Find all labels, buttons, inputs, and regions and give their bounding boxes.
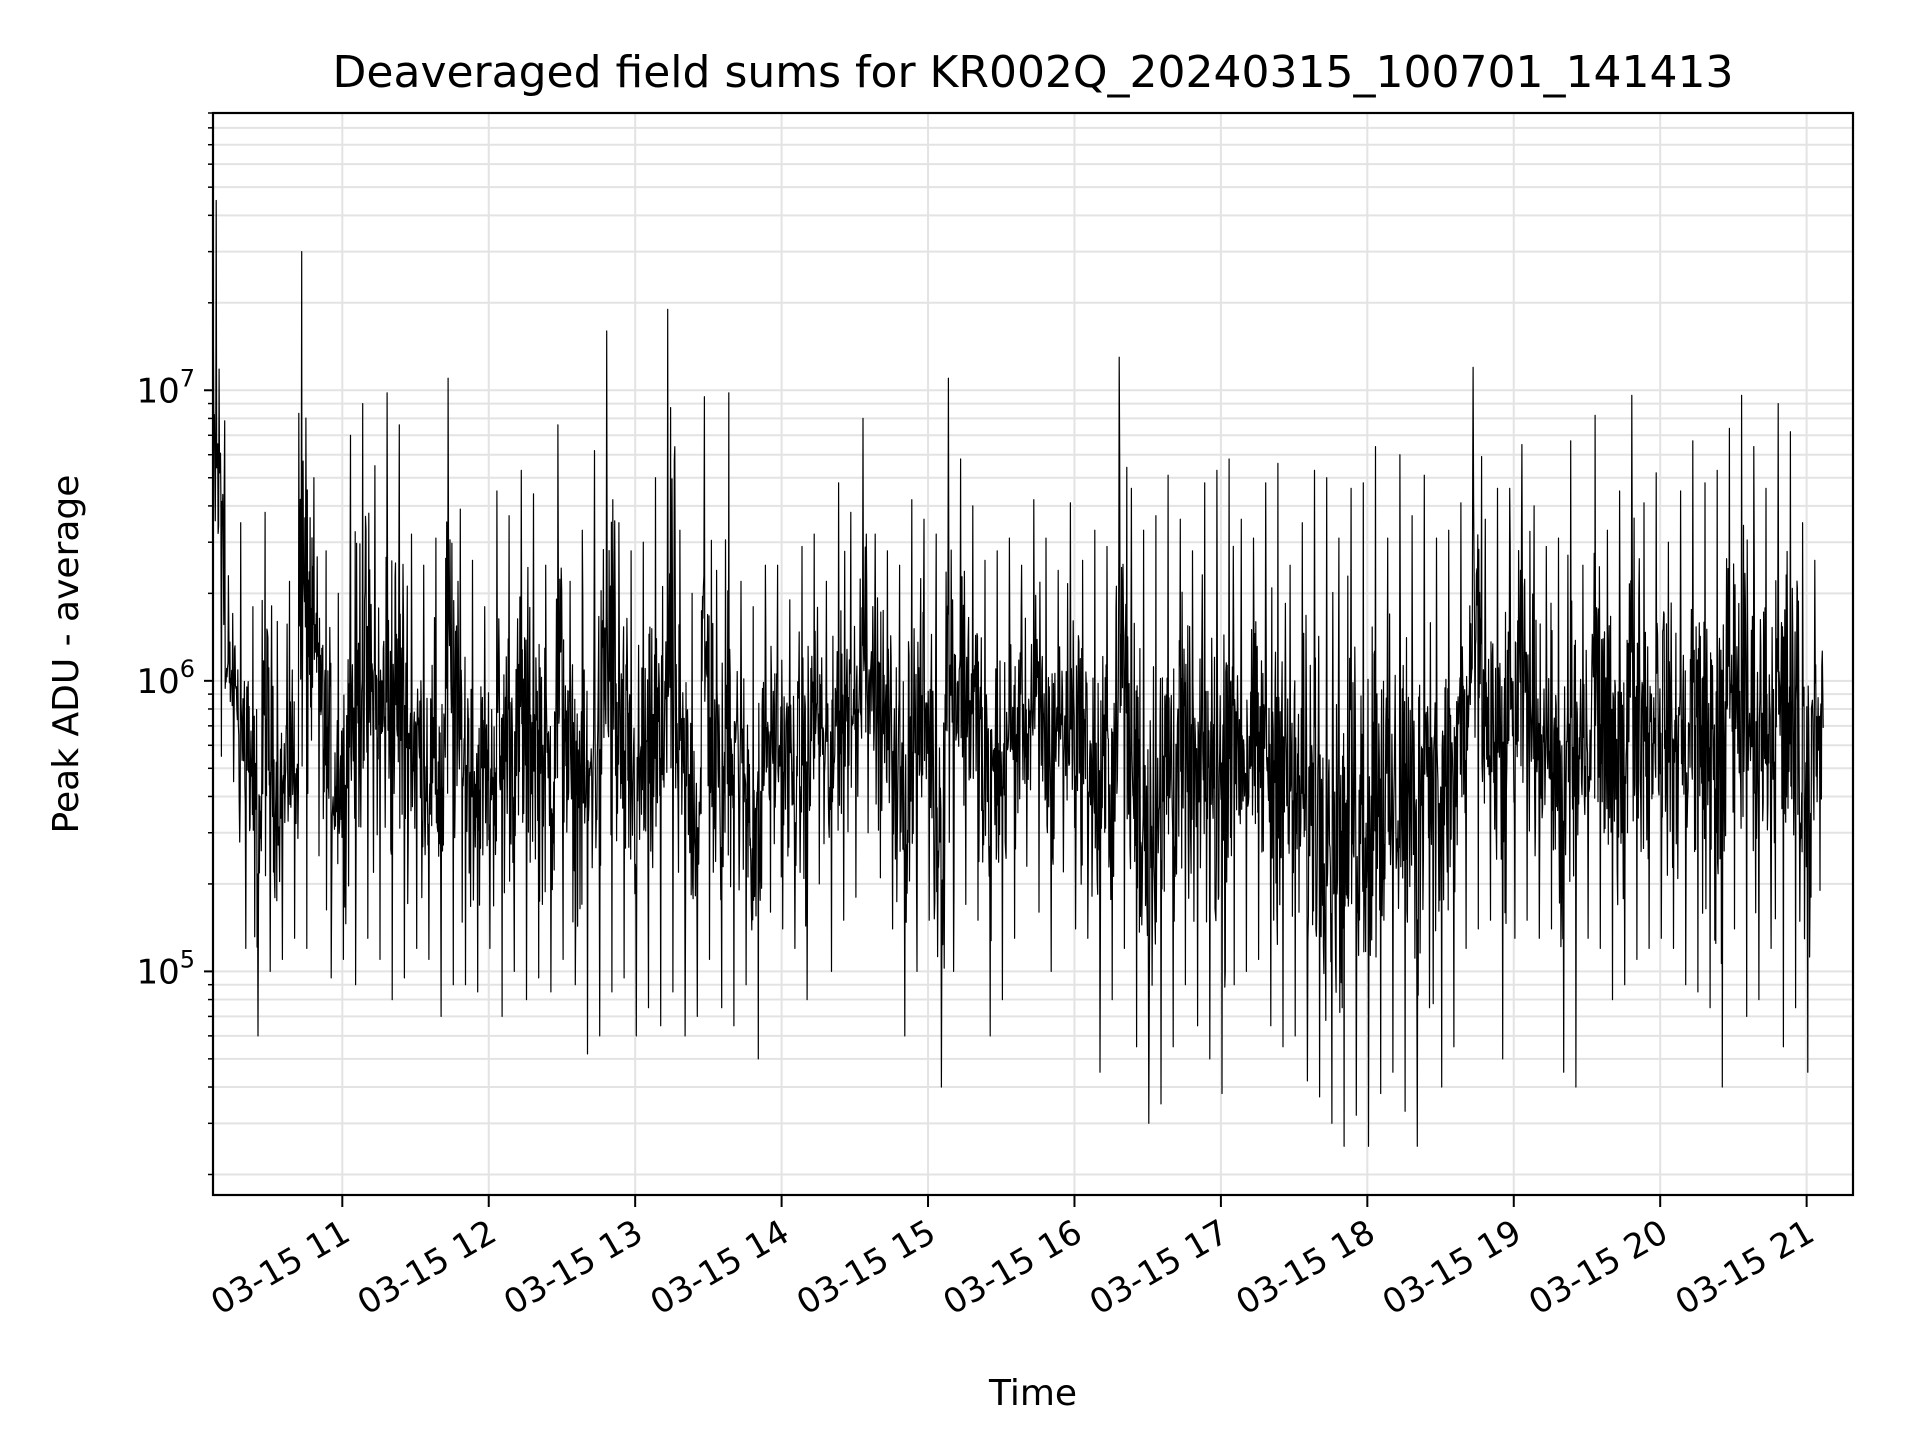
y-tick-label: 106 [136,655,195,702]
y-tick-label: 107 [136,364,195,411]
y-tick-label: 105 [136,945,195,992]
plot-frame [211,111,1855,1197]
series-path [212,199,1824,1147]
series-line [212,199,1824,1147]
chart-title: Deaveraged field sums for KR002Q_2024031… [333,47,1734,98]
x-axis-label: Time [988,1373,1077,1414]
y-axis-label: Peak ADU - average [46,475,87,834]
